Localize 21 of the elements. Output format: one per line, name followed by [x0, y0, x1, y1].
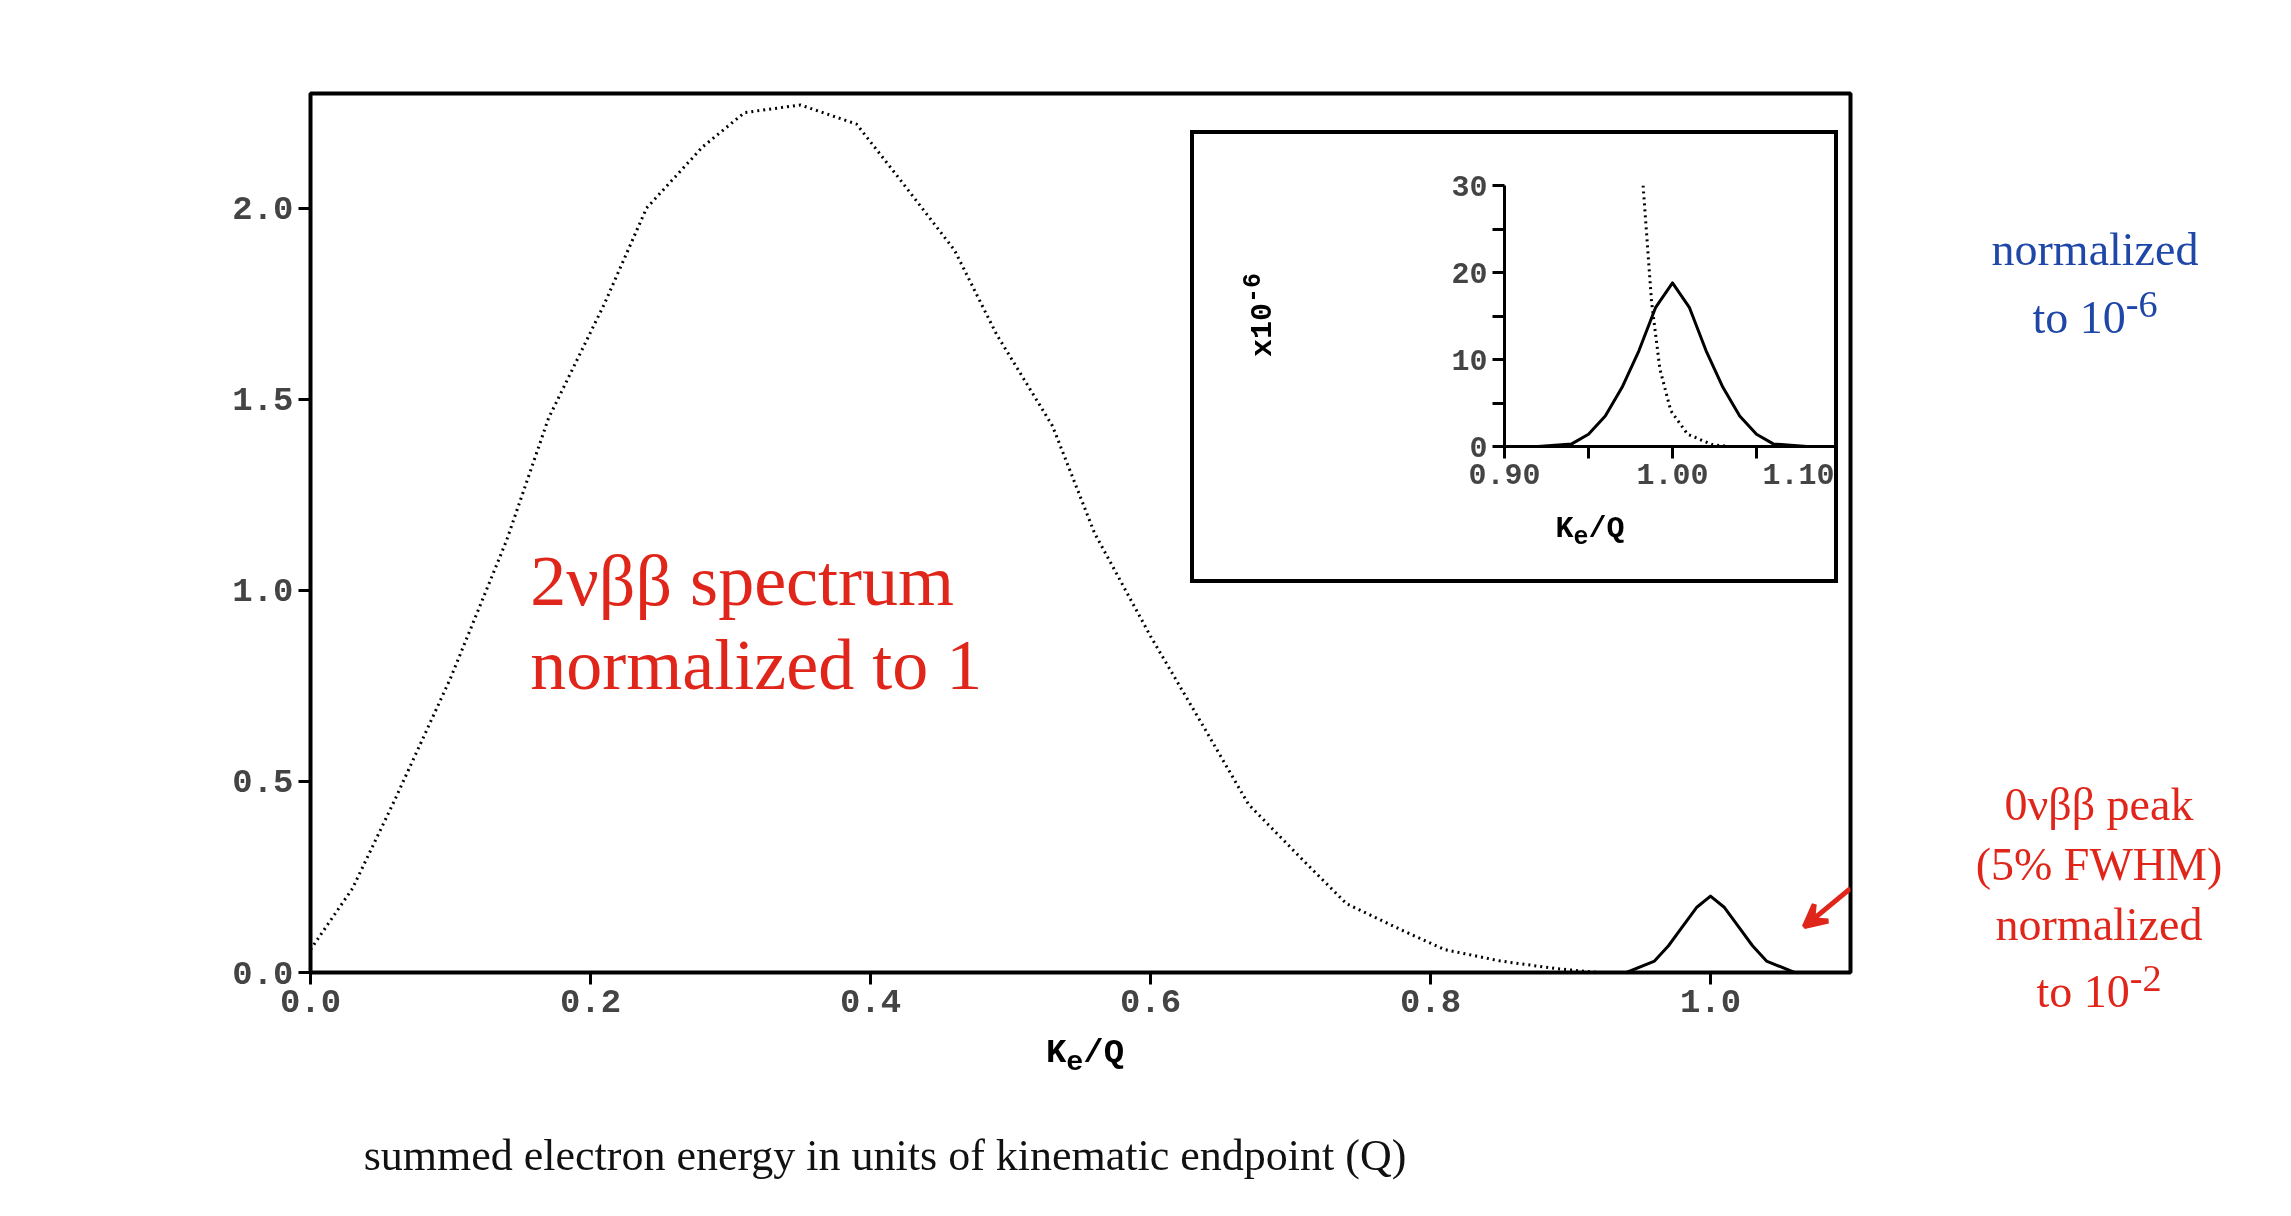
- x-tick-label: 1.00: [1636, 458, 1709, 493]
- text: summed electron energy in units of kinematic endpoint (Q): [363, 1130, 1407, 1182]
- y-tick-label: 20: [1451, 257, 1488, 292]
- text: 0νββ peak (5% FWHM) normalized to 10$^{-2}$: [1975, 778, 2223, 1020]
- x-tick-label: 0.4: [839, 983, 902, 1022]
- x-tick-label: 1.10: [1762, 458, 1835, 493]
- y-tick-label: 1.5: [232, 382, 294, 421]
- y-tick-label: 30: [1451, 170, 1488, 205]
- y-tick-label: 2.0: [232, 191, 294, 230]
- y-tick-label: 1.0: [232, 573, 294, 612]
- x-tick-label: 1.0: [1679, 983, 1742, 1022]
- x-axis-title: K$_{e}$/Q: [1045, 1034, 1125, 1079]
- y-tick-label: 10: [1451, 344, 1488, 379]
- text: normalized to 10$^{-6}$: [1991, 223, 2199, 346]
- x-axis-title: K$_{e}$/Q: [1555, 512, 1625, 552]
- y-tick-label: 0.5: [232, 764, 294, 803]
- x-tick-label: 0.8: [1399, 983, 1462, 1022]
- x-tick-label: 0.6: [1119, 983, 1182, 1022]
- x-tick-label: 0.2: [559, 983, 622, 1022]
- x-tick-label: 0.90: [1468, 458, 1541, 493]
- annotation: 2νββ spectrum normalized to 1: [530, 540, 983, 705]
